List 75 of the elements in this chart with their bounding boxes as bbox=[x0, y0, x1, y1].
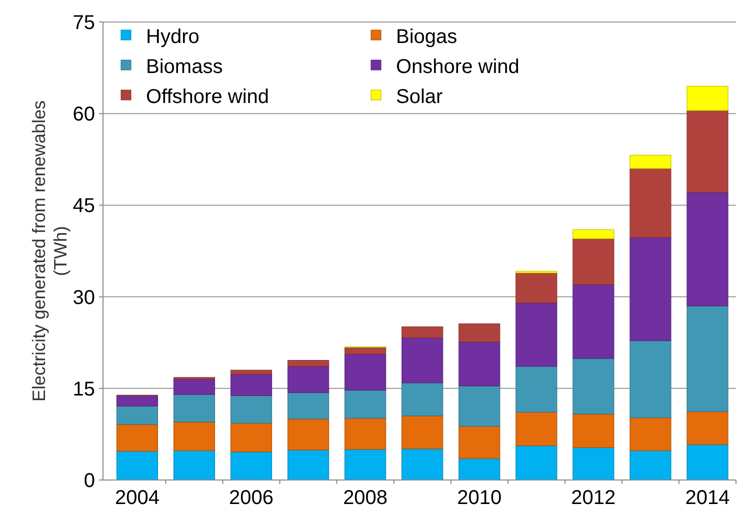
legend-label: Solar bbox=[396, 86, 444, 108]
legend-label: Onshore wind bbox=[396, 56, 520, 78]
bar bbox=[630, 168, 672, 238]
bar bbox=[344, 347, 386, 354]
bar bbox=[572, 229, 614, 240]
bar bbox=[116, 451, 158, 480]
bar bbox=[344, 354, 386, 390]
y-tick-label: 0 bbox=[84, 470, 95, 492]
bar bbox=[572, 447, 614, 480]
bar bbox=[288, 450, 330, 480]
x-tick-label: 2012 bbox=[571, 487, 616, 509]
bar bbox=[402, 448, 444, 480]
bar bbox=[516, 272, 558, 304]
bar bbox=[344, 390, 386, 419]
y-tick-label: 60 bbox=[72, 104, 95, 126]
bar bbox=[686, 411, 728, 445]
bar bbox=[630, 340, 672, 418]
x-tick-label: 2014 bbox=[685, 487, 730, 509]
bar bbox=[402, 382, 444, 416]
bar bbox=[173, 450, 216, 480]
y-tick-label: 15 bbox=[72, 378, 95, 400]
bar bbox=[458, 323, 500, 342]
x-tick-label: 2004 bbox=[114, 487, 160, 509]
legend-label: Hydro bbox=[146, 26, 200, 48]
bar bbox=[116, 424, 158, 452]
bar bbox=[230, 422, 272, 452]
x-tick-label: 2010 bbox=[457, 487, 502, 509]
bar bbox=[686, 444, 728, 480]
bar bbox=[516, 412, 558, 446]
bar bbox=[116, 406, 158, 425]
bar bbox=[516, 446, 558, 480]
bar bbox=[288, 360, 330, 367]
bar bbox=[230, 395, 272, 424]
bar bbox=[458, 458, 500, 480]
bar bbox=[458, 386, 500, 427]
y-tick-label: 75 bbox=[72, 12, 95, 34]
bar bbox=[630, 154, 672, 169]
y-tick-label: 30 bbox=[72, 286, 95, 309]
x-tick-label: 2006 bbox=[229, 487, 274, 509]
bar bbox=[686, 110, 728, 193]
legend-label: Biogas bbox=[396, 26, 458, 48]
bar bbox=[572, 238, 614, 285]
bar bbox=[173, 422, 216, 451]
legend-label: Biomass bbox=[146, 56, 223, 78]
bar bbox=[686, 306, 728, 412]
bar bbox=[458, 342, 500, 386]
bar bbox=[344, 418, 386, 450]
y-tick-label: 45 bbox=[72, 195, 95, 218]
bar bbox=[173, 394, 216, 422]
bar bbox=[630, 450, 672, 480]
bar bbox=[572, 414, 614, 448]
bar bbox=[572, 284, 614, 359]
legend-label: Offshore wind bbox=[146, 86, 270, 108]
bar bbox=[116, 395, 158, 406]
bar bbox=[630, 237, 672, 342]
bar bbox=[288, 418, 330, 450]
bar bbox=[344, 449, 386, 480]
bar bbox=[288, 366, 330, 393]
bar bbox=[686, 192, 728, 306]
bar bbox=[630, 417, 672, 451]
bar bbox=[288, 392, 330, 420]
bar bbox=[230, 370, 272, 375]
bar bbox=[402, 337, 444, 384]
bar bbox=[402, 416, 444, 450]
bar bbox=[458, 426, 500, 459]
x-tick-label: 2008 bbox=[343, 487, 388, 509]
bar bbox=[516, 302, 558, 367]
y-axis-title: Electricity generated from renewables (TWh) bbox=[29, 100, 71, 402]
bar bbox=[230, 452, 272, 480]
bar bbox=[516, 366, 558, 412]
bar bbox=[686, 86, 728, 111]
bar bbox=[572, 358, 614, 414]
bar bbox=[402, 326, 444, 338]
bar bbox=[230, 374, 272, 396]
bar bbox=[173, 378, 216, 395]
